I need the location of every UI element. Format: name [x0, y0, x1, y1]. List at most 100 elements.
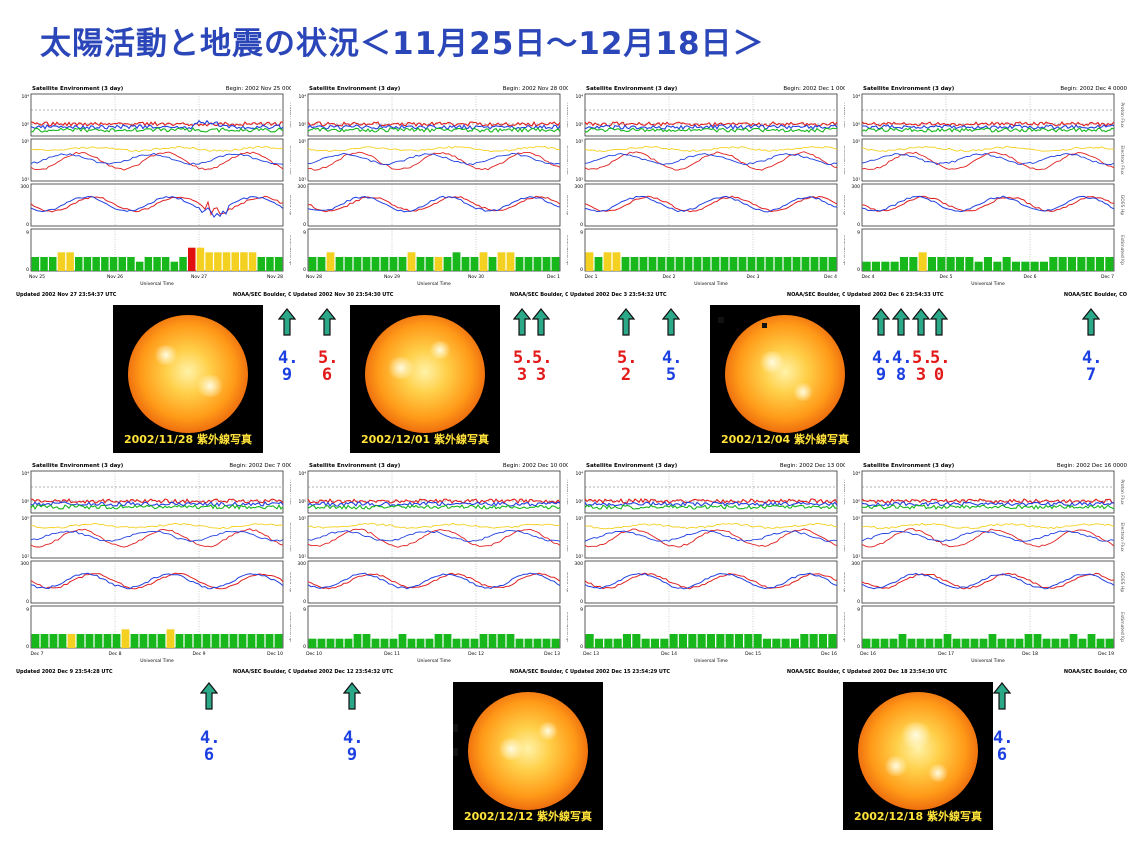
earthquake-magnitude: 5. 0	[930, 348, 951, 385]
kp-bar	[220, 634, 229, 648]
earthquake-arrow-icon	[929, 308, 949, 336]
kp-bar	[970, 638, 979, 648]
kp-bar	[729, 257, 738, 271]
kp-bar	[918, 252, 927, 271]
kp-bar	[734, 634, 743, 648]
kp-bar	[407, 638, 416, 648]
kp-bar	[1069, 634, 1078, 648]
kp-bar	[828, 257, 837, 271]
y-tick-label: 10⁰	[852, 122, 860, 128]
kp-bar	[326, 252, 335, 271]
kp-bar	[362, 634, 371, 648]
kp-bar	[632, 634, 641, 648]
kp-bar	[434, 634, 443, 648]
y-tick-label: 10⁰	[575, 499, 583, 505]
panel-credit: NOAA/SEC Boulder, CO	[510, 292, 573, 298]
kp-bar	[716, 634, 725, 648]
y-tick-label: 0	[26, 599, 29, 605]
kp-bar	[202, 634, 211, 648]
proton-flux-line	[584, 504, 837, 510]
electron-flux-line	[861, 522, 1115, 530]
day-tick-label: Nov 27	[191, 274, 207, 280]
kp-bar	[979, 638, 988, 648]
satellite-chart-5: Satellite Environment (3 day) Begin: 2002…	[16, 463, 296, 675]
y-tick-label: 10⁰	[21, 122, 29, 128]
kp-bar	[1002, 257, 1011, 271]
proton-flux-line	[307, 501, 561, 508]
kp-bar	[621, 257, 630, 271]
x-axis-label: Universal Time	[417, 281, 451, 287]
kp-bar	[398, 634, 407, 648]
kp-bar	[533, 638, 542, 648]
kp-bar	[31, 257, 40, 271]
y-tick-label: 300	[574, 184, 583, 190]
kp-bar	[66, 252, 74, 271]
panel-title: Satellite Environment (3 day)	[586, 463, 678, 469]
kp-bar	[762, 638, 771, 648]
electron-flux-line	[307, 529, 561, 543]
kp-bar	[371, 257, 380, 271]
day-tick-label: Nov 28	[306, 274, 322, 280]
y-tick-label: 10¹	[852, 554, 860, 560]
day-tick-label: Dec 19	[1098, 651, 1114, 657]
panel-begin: Begin: 2002 Dec 16 0000	[1057, 463, 1128, 469]
day-tick-label: Dec 9	[192, 651, 205, 657]
electron-flux-line	[861, 530, 1115, 542]
kp-bar	[907, 638, 916, 648]
kp-bar	[961, 638, 970, 648]
kp-bar	[934, 638, 943, 648]
kp-bar	[925, 638, 934, 648]
panel-credit: NOAA/SEC Boulder, CO	[510, 669, 573, 675]
plot-frame	[584, 515, 838, 559]
goes-hp-line	[30, 572, 284, 590]
proton-flux-line	[861, 121, 1115, 128]
kp-bar	[398, 257, 407, 271]
kp-bar	[101, 257, 109, 271]
kp-bar	[49, 257, 57, 271]
panel-right-label: GOES Hp	[1119, 572, 1125, 593]
kp-bar	[871, 638, 880, 648]
panel-updated: Updated 2002 Dec 3 23:54:32 UTC	[570, 292, 667, 298]
day-tick-label: Dec 5	[939, 274, 952, 280]
day-tick-label: Dec 2	[662, 274, 675, 280]
panel-right-label: Proton Flux	[1119, 102, 1125, 128]
kp-bar	[103, 634, 112, 648]
kp-bar	[916, 638, 925, 648]
proton-flux-line	[861, 501, 1115, 507]
kp-bar	[130, 634, 139, 648]
kp-bar	[139, 634, 148, 648]
kp-bar	[524, 638, 533, 648]
kp-bar	[470, 638, 479, 648]
kp-bar	[443, 257, 452, 271]
proton-flux-line	[861, 127, 1115, 133]
y-tick-label: 10⁴	[575, 471, 583, 477]
kp-bar	[266, 257, 274, 271]
kp-bar	[214, 252, 222, 271]
earthquake-magnitude: 5. 3	[912, 348, 933, 385]
kp-bar	[308, 257, 317, 271]
y-tick-label: 0	[580, 644, 583, 650]
kp-bar	[461, 638, 470, 648]
kp-bar	[1067, 257, 1076, 271]
x-axis-label: Universal Time	[694, 281, 728, 287]
satellite-panel-4: Satellite Environment (3 day) Begin: 2002…	[845, 82, 1127, 314]
plot-frame	[861, 515, 1115, 559]
kp-bar	[161, 257, 170, 271]
goes-hp-line	[307, 195, 561, 213]
kp-bar	[675, 257, 684, 271]
kp-bar	[109, 257, 118, 271]
x-axis-label: Universal Time	[971, 658, 1005, 664]
sun-image-5: 2002/12/18 紫外線写真	[843, 682, 993, 830]
y-tick-label: 10⁵	[852, 139, 860, 145]
goes-hp-line	[584, 572, 838, 590]
day-tick-label: Dec 4	[824, 274, 837, 280]
kp-bar	[238, 634, 247, 648]
kp-bar	[1086, 257, 1095, 271]
y-tick-label: 0	[857, 599, 860, 605]
panel-credit: NOAA/SEC Boulder, CO	[233, 669, 296, 675]
kp-bar	[240, 252, 248, 271]
goes-hp-line	[861, 572, 1115, 590]
electron-flux-line	[30, 522, 284, 530]
y-tick-label: 10⁵	[575, 516, 583, 522]
kp-bar	[781, 638, 790, 648]
